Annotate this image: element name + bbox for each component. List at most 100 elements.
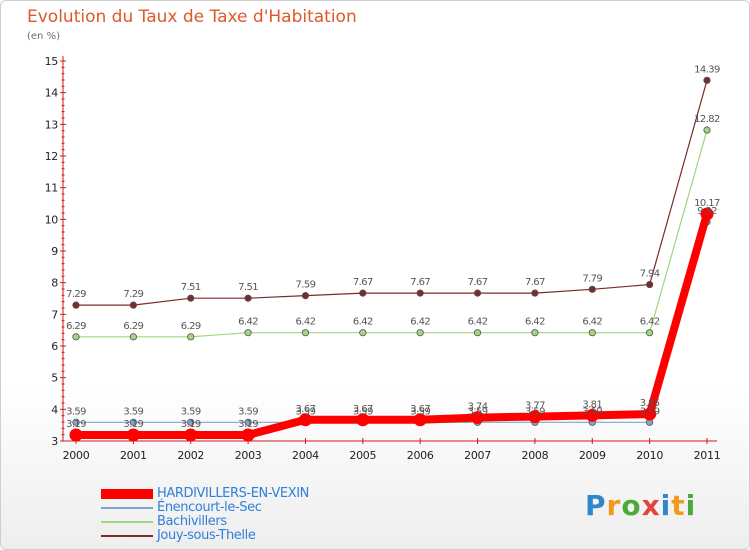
- point-bachivillers-2001: [129, 333, 137, 341]
- data-label-bachivillers-2006: 6.42: [410, 317, 430, 328]
- data-label-hardivillers-en-vexin-2002: 3.19: [181, 419, 201, 430]
- data-label-enencourt-le-sec-2002: 3.59: [181, 406, 201, 417]
- series-line-enencourt-le-sec: [75, 221, 708, 423]
- y-tick-label-4: 4: [51, 403, 58, 416]
- y-tick-label-10: 10: [45, 213, 59, 226]
- data-label-jouy-sous-thelle-2008: 7.67: [525, 277, 545, 288]
- legend-item-hardivillers: HARDIVILLERS-EN-VEXIN: [101, 486, 401, 501]
- point-hardivillers-en-vexin-2003: [241, 428, 255, 442]
- data-label-hardivillers-en-vexin-2005: 3.67: [353, 404, 373, 415]
- logo-letter: x: [641, 489, 661, 522]
- y-tick-label-8: 8: [51, 277, 58, 290]
- y-tick-label-6: 6: [51, 340, 58, 353]
- x-tick-label-2005: 2005: [349, 449, 376, 462]
- y-tick-label-9: 9: [51, 245, 58, 258]
- logo-letter: P: [585, 489, 607, 522]
- x-tick-label-2008: 2008: [522, 449, 549, 462]
- legend-swatch-bachivillers: [101, 521, 153, 523]
- series-line-hardivillers-en-vexin: [72, 209, 711, 439]
- y-tick-label-5: 5: [51, 372, 58, 385]
- point-enencourt-le-sec-2002: [187, 418, 195, 426]
- point-bachivillers-2006: [416, 329, 424, 337]
- data-label-jouy-sous-thelle-2011: 14.39: [694, 64, 720, 75]
- data-label-hardivillers-en-vexin-2007: 3.74: [468, 402, 488, 413]
- point-hardivillers-en-vexin-2004: [298, 413, 312, 427]
- data-label-hardivillers-en-vexin-2008: 3.77: [525, 401, 545, 412]
- point-jouy-sous-thelle-2008: [531, 289, 539, 297]
- point-bachivillers-2007: [473, 329, 482, 337]
- y-tick-label-15: 15: [45, 55, 59, 68]
- legend-item-bachivillers: Bachivillers: [101, 514, 401, 529]
- series-line-jouy-sous-thelle: [75, 79, 708, 306]
- point-bachivillers-2009: [588, 329, 596, 337]
- point-hardivillers-en-vexin-2005: [356, 413, 370, 427]
- data-label-enencourt-le-sec-2004: 3.59: [296, 406, 316, 417]
- x-tick-label-2004: 2004: [292, 449, 319, 462]
- data-label-hardivillers-en-vexin-2009: 3.81: [582, 399, 602, 410]
- data-label-bachivillers-2007: 6.42: [468, 317, 488, 328]
- data-label-jouy-sous-thelle-2005: 7.67: [353, 277, 373, 288]
- point-hardivillers-en-vexin-2007: [471, 411, 485, 425]
- logo-letter: t: [671, 489, 686, 522]
- point-enencourt-le-sec-2000: [72, 418, 80, 426]
- data-label-bachivillers-2011: 12.82: [694, 114, 720, 125]
- data-label-jouy-sous-thelle-2009: 7.79: [582, 273, 602, 284]
- data-label-enencourt-le-sec-2010: 3.59: [640, 406, 660, 417]
- data-label-hardivillers-en-vexin-2000: 3.19: [66, 419, 86, 430]
- legend-label-bachivillers: Bachivillers: [157, 514, 227, 529]
- point-jouy-sous-thelle-2005: [359, 289, 367, 297]
- data-label-hardivillers-en-vexin-2010: 3.85: [640, 398, 660, 409]
- legend-item-jouy: Jouy-sous-Thelle: [101, 528, 401, 543]
- series-lines: [69, 76, 714, 442]
- point-hardivillers-en-vexin-2010: [643, 407, 657, 421]
- point-bachivillers-2008: [531, 329, 539, 337]
- data-label-bachivillers-2002: 6.29: [181, 321, 201, 332]
- point-bachivillers-2000: [72, 333, 80, 341]
- data-label-jouy-sous-thelle-2001: 7.29: [123, 289, 143, 300]
- legend-label-jouy: Jouy-sous-Thelle: [157, 528, 256, 543]
- data-label-enencourt-le-sec-2005: 3.59: [353, 406, 373, 417]
- point-jouy-sous-thelle-2007: [473, 289, 482, 297]
- point-jouy-sous-thelle-2004: [301, 292, 310, 300]
- x-tick-label-2011: 2011: [694, 449, 721, 462]
- point-jouy-sous-thelle-2009: [588, 285, 596, 293]
- x-tick-label-2001: 2001: [120, 449, 147, 462]
- point-hardivillers-en-vexin-2000: [69, 428, 83, 442]
- data-label-enencourt-le-sec-2007: 3.59: [468, 406, 488, 417]
- data-label-jouy-sous-thelle-2010: 7.94: [640, 269, 660, 280]
- point-enencourt-le-sec-2001: [129, 418, 137, 426]
- point-bachivillers-2002: [187, 333, 195, 341]
- legend-swatch-jouy: [101, 535, 153, 537]
- legend-label-enencourt: Énencourt-le-Sec: [157, 500, 262, 515]
- data-label-bachivillers-2008: 6.42: [525, 317, 545, 328]
- y-tick-label-14: 14: [45, 87, 59, 100]
- data-label-enencourt-le-sec-2011: 9.92: [697, 206, 717, 217]
- legend-label-hardivillers: HARDIVILLERS-EN-VEXIN: [157, 486, 309, 501]
- logo-letter: r: [606, 489, 622, 522]
- line-chart: 3 4 5 6 7 8 9 10 11 12 13 14 15 2000 2001 2002 2003 2004 2…: [45, 55, 721, 462]
- logo-letter: i: [660, 489, 672, 522]
- point-jouy-sous-thelle-2006: [416, 289, 424, 297]
- data-label-bachivillers-2009: 6.42: [582, 317, 602, 328]
- data-label-bachivillers-2010: 6.42: [640, 317, 660, 328]
- y-tick-label-13: 13: [45, 118, 59, 131]
- point-hardivillers-en-vexin-2009: [585, 408, 599, 422]
- series-line-bachivillers: [75, 129, 708, 338]
- point-hardivillers-en-vexin-2006: [413, 413, 427, 427]
- x-tick-label-2000: 2000: [63, 449, 90, 462]
- legend: HARDIVILLERS-EN-VEXIN Énencourt-le-Sec B…: [101, 486, 401, 543]
- point-jouy-sous-thelle-2010: [646, 280, 654, 289]
- data-label-jouy-sous-thelle-2007: 7.67: [468, 277, 488, 288]
- point-bachivillers-2004: [301, 329, 310, 337]
- data-label-jouy-sous-thelle-2003: 7.51: [238, 282, 258, 293]
- x-tick-label-2007: 2007: [464, 449, 491, 462]
- y-tick-label-12: 12: [45, 150, 58, 163]
- legend-item-enencourt: Énencourt-le-Sec: [101, 500, 401, 515]
- point-hardivillers-en-vexin-2008: [528, 410, 542, 424]
- x-tick-label-2009: 2009: [579, 449, 606, 462]
- data-label-enencourt-le-sec-2009: 3.59: [582, 406, 602, 417]
- y-tick-label-3: 3: [51, 435, 58, 448]
- x-tick-label-2002: 2002: [177, 449, 204, 462]
- point-jouy-sous-thelle-2003: [244, 294, 252, 302]
